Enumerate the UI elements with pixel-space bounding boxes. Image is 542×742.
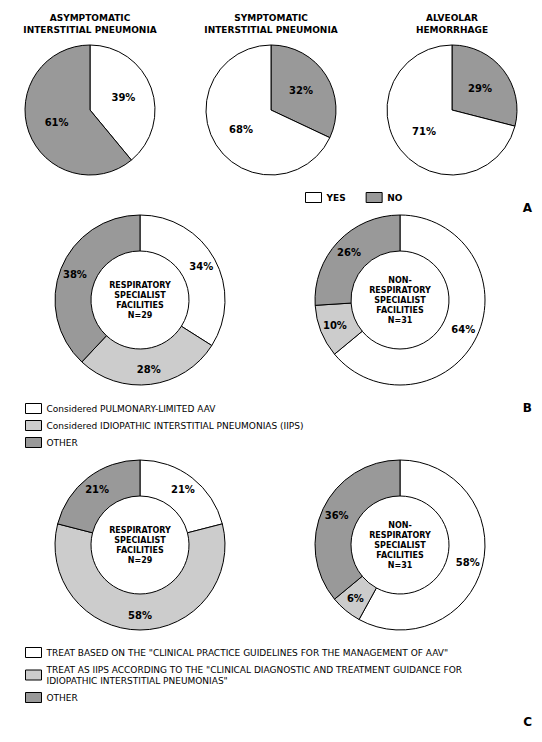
svg-text:IDIOPATHIC INTERSTITIAL PNEUMO: IDIOPATHIC INTERSTITIAL PNEUMONIAS" xyxy=(47,676,228,686)
svg-text:71%: 71% xyxy=(412,126,436,137)
svg-text:10%: 10% xyxy=(323,320,347,331)
svg-text:N=31: N=31 xyxy=(388,561,413,570)
svg-text:61%: 61% xyxy=(45,117,69,128)
svg-text:NON-: NON- xyxy=(388,521,412,530)
svg-text:NON-: NON- xyxy=(388,276,412,285)
svg-text:28%: 28% xyxy=(137,364,161,375)
svg-text:SPECIALIST: SPECIALIST xyxy=(114,291,166,300)
svg-text:N=29: N=29 xyxy=(128,556,153,565)
svg-text:ASYMPTOMATIC: ASYMPTOMATIC xyxy=(50,13,131,23)
svg-text:SPECIALIST: SPECIALIST xyxy=(374,541,426,550)
svg-text:NO: NO xyxy=(387,193,403,203)
svg-text:39%: 39% xyxy=(111,92,135,103)
svg-text:RESPIRATORY: RESPIRATORY xyxy=(109,281,171,290)
svg-text:FACILITIES: FACILITIES xyxy=(376,551,424,560)
svg-text:64%: 64% xyxy=(451,324,475,335)
svg-text:HEMORRHAGE: HEMORRHAGE xyxy=(416,25,488,35)
svg-text:FACILITIES: FACILITIES xyxy=(116,301,164,310)
svg-text:TREAT AS IIPS ACCORDING TO THE: TREAT AS IIPS ACCORDING TO THE "CLINICAL… xyxy=(46,665,465,675)
svg-text:YES: YES xyxy=(326,193,346,203)
svg-text:C: C xyxy=(523,715,532,729)
svg-text:A: A xyxy=(523,201,533,215)
svg-text:Considered IDIOPATHIC INTERSTI: Considered IDIOPATHIC INTERSTITIAL PNEUM… xyxy=(47,421,304,431)
svg-text:58%: 58% xyxy=(456,557,480,568)
svg-text:34%: 34% xyxy=(189,261,213,272)
svg-text:SPECIALIST: SPECIALIST xyxy=(374,296,426,305)
svg-text:FACILITIES: FACILITIES xyxy=(376,306,424,315)
svg-text:RESPIRATORY: RESPIRATORY xyxy=(109,526,171,535)
svg-text:38%: 38% xyxy=(63,269,87,280)
svg-text:OTHER: OTHER xyxy=(47,693,78,703)
svg-text:RESPIRATORY: RESPIRATORY xyxy=(369,531,431,540)
svg-text:6%: 6% xyxy=(347,593,364,604)
svg-text:21%: 21% xyxy=(85,484,109,495)
svg-text:N=31: N=31 xyxy=(388,316,413,325)
svg-text:TREAT BASED ON THE "CLINICAL P: TREAT BASED ON THE "CLINICAL PRACTICE GU… xyxy=(46,648,449,658)
svg-text:32%: 32% xyxy=(289,85,313,96)
svg-text:26%: 26% xyxy=(337,247,361,258)
svg-text:29%: 29% xyxy=(468,83,492,94)
svg-text:68%: 68% xyxy=(229,124,253,135)
svg-text:INTERSTITIAL PNEUMONIA: INTERSTITIAL PNEUMONIA xyxy=(204,25,337,35)
svg-text:SYMPTOMATIC: SYMPTOMATIC xyxy=(234,13,308,23)
svg-text:OTHER: OTHER xyxy=(47,438,78,448)
svg-text:58%: 58% xyxy=(128,610,152,621)
svg-text:FACILITIES: FACILITIES xyxy=(116,546,164,555)
svg-text:21%: 21% xyxy=(171,484,195,495)
svg-text:36%: 36% xyxy=(325,510,349,521)
svg-text:N=29: N=29 xyxy=(128,311,153,320)
svg-text:ALVEOLAR: ALVEOLAR xyxy=(426,13,478,23)
svg-text:INTERSTITIAL PNEUMONIA: INTERSTITIAL PNEUMONIA xyxy=(23,25,156,35)
svg-text:RESPIRATORY: RESPIRATORY xyxy=(369,286,431,295)
svg-text:Considered PULMONARY-LIMITED A: Considered PULMONARY-LIMITED AAV xyxy=(47,404,217,414)
svg-text:B: B xyxy=(523,401,532,415)
svg-text:SPECIALIST: SPECIALIST xyxy=(114,536,166,545)
